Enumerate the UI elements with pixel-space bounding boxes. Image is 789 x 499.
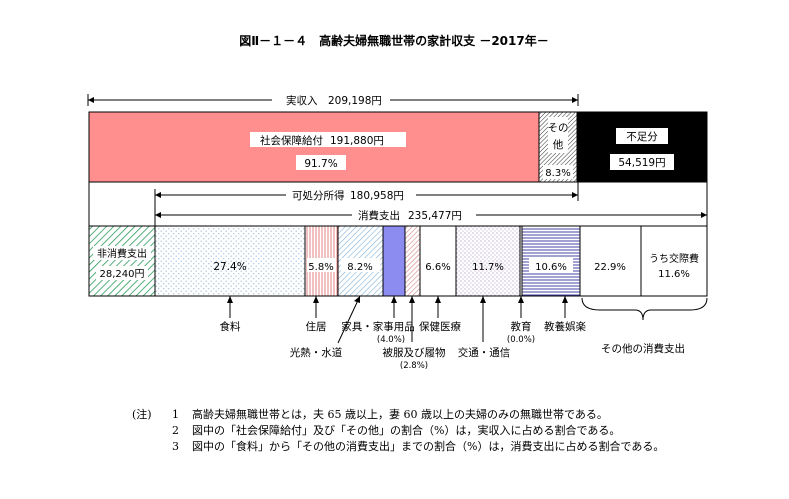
social-security-label-box bbox=[250, 132, 406, 147]
page-title: 図Ⅱ－１－４ 高齢夫婦無職世帯の家計収支 －2017年－ bbox=[239, 33, 548, 48]
social-expense-label: うち交際費 bbox=[649, 252, 699, 265]
social-security-label: 社会保障給付 bbox=[260, 134, 323, 147]
social-security-value: 191,880円 bbox=[330, 135, 384, 147]
label-health: 保健医療 bbox=[419, 320, 461, 333]
non-consumption-label: 非消費支出 bbox=[97, 247, 147, 260]
real-income-value: 209,198円 bbox=[328, 95, 382, 107]
social-security-pct-box bbox=[296, 155, 346, 170]
note-number: 3 bbox=[172, 440, 179, 453]
label-clothing-pct: (2.8%) bbox=[400, 361, 428, 371]
health-pct: 6.6% bbox=[425, 262, 450, 273]
note-row: 2 図中の「社会保障給付」及び「その他」の割合（%）は，実収入に占める割合である… bbox=[132, 423, 772, 439]
other-income-label-1: その bbox=[548, 122, 569, 134]
label-culture: 教養娯楽 bbox=[544, 320, 586, 333]
label-furniture-pct: (4.0%) bbox=[377, 335, 405, 345]
social-expense-pct: 11.6% bbox=[658, 269, 690, 280]
label-education: 教育 bbox=[511, 320, 532, 333]
social-security-pct: 91.7% bbox=[304, 158, 337, 170]
food-segment bbox=[154, 225, 306, 297]
deficit-label-box bbox=[616, 128, 668, 144]
note-text: 図中の「食料」から「その他の消費支出」までの割合（%）は，消費支出に占める割合で… bbox=[192, 440, 665, 453]
housing-pct: 5.8% bbox=[308, 262, 333, 273]
disposable-income-value: 180,958円 bbox=[350, 190, 404, 202]
other-consumption-segment bbox=[579, 225, 708, 297]
note-text: 図中の「社会保障給付」及び「その他」の割合（%）は，実収入に占める割合である。 bbox=[192, 424, 621, 437]
label-education-pct: (0.0%) bbox=[507, 335, 535, 345]
callout-arrowheads bbox=[227, 296, 568, 303]
disposable-income-label: 可処分所得 bbox=[292, 189, 345, 202]
note-text: 高齢夫婦無職世帯とは，夫 65 歳以上，妻 60 歳以上の夫婦のみの無職世帯であ… bbox=[192, 408, 608, 421]
deficit-value: 54,519円 bbox=[618, 157, 665, 169]
note-number: 1 bbox=[172, 408, 179, 421]
label-clothing: 被服及び履物 bbox=[383, 346, 446, 359]
culture-pct: 10.6% bbox=[535, 262, 567, 273]
consumption-label: 消費支出 bbox=[358, 209, 400, 222]
callout-leaders bbox=[229, 295, 708, 344]
non-consumption-segment bbox=[88, 225, 156, 297]
utilities-pct: 8.2% bbox=[347, 262, 372, 273]
transport-segment bbox=[455, 225, 521, 297]
note-row: 3 図中の「食料」から「その他の消費支出」までの割合（%）は，消費支出に占める割… bbox=[132, 439, 772, 455]
deficit-bar bbox=[576, 111, 708, 183]
label-transport: 交通・通信 bbox=[458, 346, 511, 359]
non-consumption-value: 28,240円 bbox=[100, 269, 145, 280]
consumption-value: 235,477円 bbox=[408, 210, 462, 222]
other-income-pct: 8.3% bbox=[545, 168, 570, 179]
food-pct: 27.4% bbox=[213, 261, 246, 273]
label-furniture: 家具・家事用品 bbox=[341, 320, 415, 333]
clothing-segment bbox=[404, 225, 421, 297]
transport-pct: 11.7% bbox=[472, 262, 504, 273]
notes: (注) 1 高齢夫婦無職世帯とは，夫 65 歳以上，妻 60 歳以上の夫婦のみの… bbox=[132, 407, 772, 455]
other-income-label-box bbox=[548, 117, 568, 153]
note-tag: (注) bbox=[132, 408, 152, 421]
expense-bar: 非消費支出 28,240円 27.4% 5.8% 8.2% 6.6% 11.7%… bbox=[88, 225, 708, 297]
note-row: (注) 1 高齢夫婦無職世帯とは，夫 65 歳以上，妻 60 歳以上の夫婦のみの… bbox=[132, 407, 772, 423]
other-consumption-pct: 22.9% bbox=[594, 262, 626, 273]
label-utilities: 光熱・水道 bbox=[290, 346, 343, 359]
furniture-segment bbox=[382, 225, 406, 297]
other-income-pct-box bbox=[543, 165, 573, 179]
consumption-span: 消費支出 235,477円 bbox=[155, 207, 707, 222]
label-housing: 住居 bbox=[306, 320, 327, 333]
health-segment bbox=[419, 225, 457, 297]
deficit-value-box bbox=[610, 154, 674, 170]
real-income-label: 実収入 bbox=[286, 94, 318, 107]
deficit-label: 不足分 bbox=[626, 131, 658, 143]
disposable-income-span: 可処分所得 180,958円 bbox=[154, 182, 579, 202]
real-income-span: 実収入 209,198円 bbox=[87, 92, 579, 107]
other-income-label-2: 他 bbox=[553, 138, 564, 151]
label-food: 食料 bbox=[220, 320, 241, 333]
note-number: 2 bbox=[172, 424, 179, 437]
label-other-consumption: その他の消費支出 bbox=[601, 342, 685, 355]
